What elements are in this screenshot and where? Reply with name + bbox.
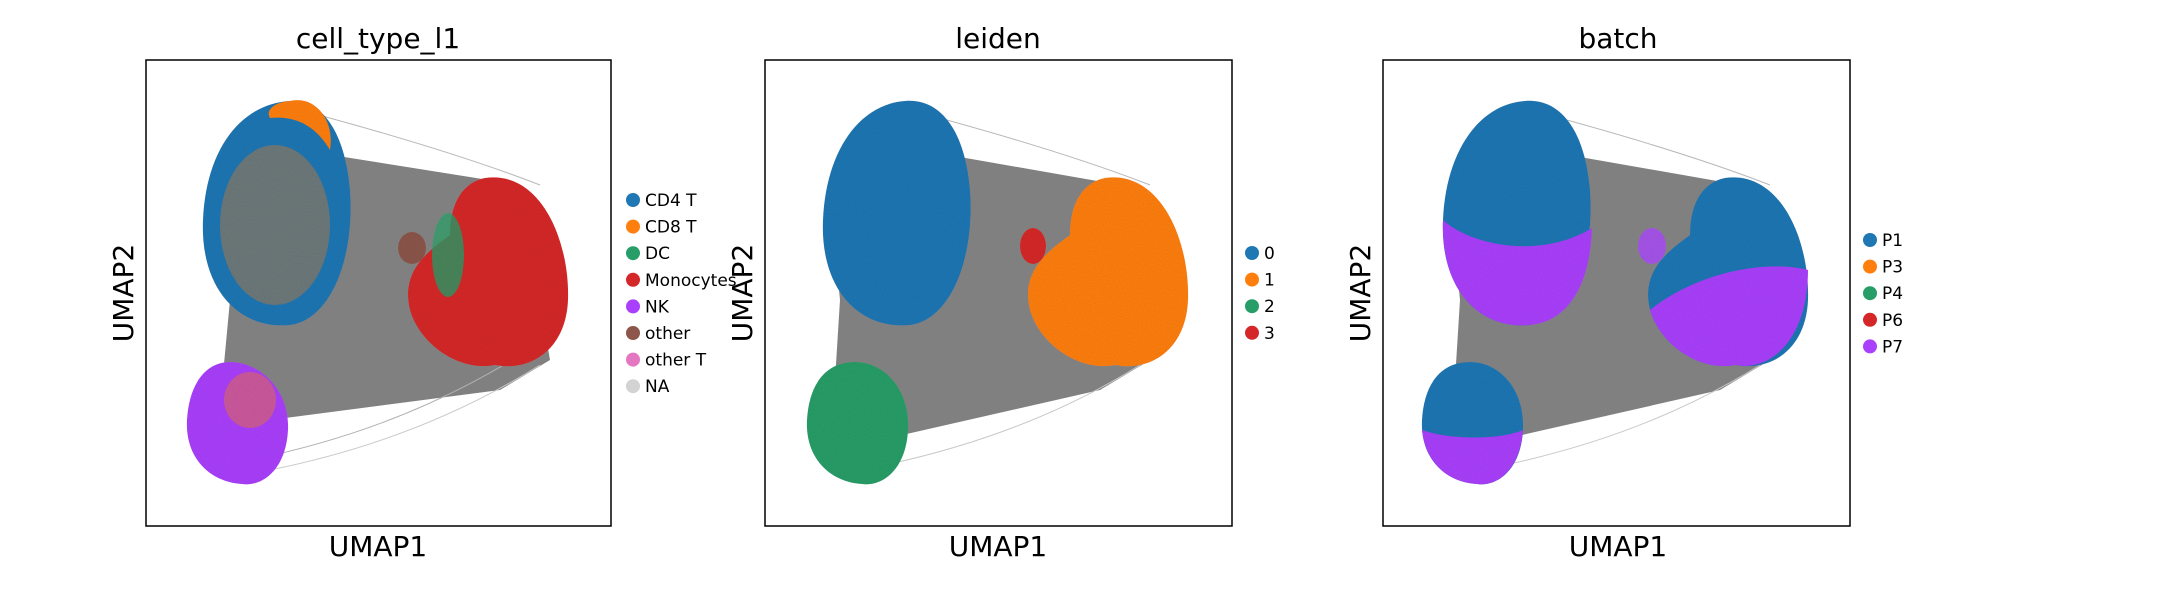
legend-label: Monocytes xyxy=(645,271,737,291)
cluster-p7-bottom xyxy=(1422,430,1523,485)
legend: 0 1 2 3 xyxy=(1245,244,1275,344)
axes-frame xyxy=(145,59,612,527)
legend-label: P4 xyxy=(1882,284,1903,304)
legend-marker xyxy=(626,352,640,367)
x-axis-label: UMAP1 xyxy=(329,530,428,563)
legend-marker xyxy=(1863,312,1877,327)
cluster-p7-right xyxy=(1650,266,1808,367)
legend-marker xyxy=(1245,272,1259,287)
legend-marker xyxy=(1863,259,1877,274)
legend-label: P3 xyxy=(1882,258,1903,278)
x-axis-label: UMAP1 xyxy=(1569,530,1668,563)
panel-leiden: leiden UMAP1 UMAP2 0 1 2 3 xyxy=(726,22,1275,563)
cluster-1 xyxy=(1028,177,1189,367)
legend: P1 P3 P4 P6 P7 xyxy=(1863,231,1903,357)
panel-batch: batch UMAP1 UMAP2 P1 P3 P4 P6 P7 xyxy=(1344,22,1903,563)
cluster-dc xyxy=(432,213,464,297)
legend-label: P6 xyxy=(1882,311,1903,331)
legend-label: CD4 T xyxy=(645,191,697,211)
legend-label: 0 xyxy=(1264,244,1275,264)
cluster-other xyxy=(398,232,426,264)
legend-marker xyxy=(1863,286,1877,301)
legend: CD4 T CD8 T DC Monocytes NK other other T NA xyxy=(626,191,737,397)
legend-marker xyxy=(626,272,640,287)
legend-marker xyxy=(1245,246,1259,260)
legend-label: NA xyxy=(645,377,670,397)
cluster-cd8t-mix xyxy=(220,145,330,305)
axes-frame xyxy=(1382,59,1851,527)
legend-label: NK xyxy=(645,297,670,317)
y-axis-label: UMAP2 xyxy=(1344,244,1377,343)
cluster-3 xyxy=(1020,228,1046,264)
legend-marker xyxy=(626,299,640,314)
legend-marker xyxy=(626,219,640,234)
legend-marker xyxy=(626,379,640,394)
cluster-2 xyxy=(806,362,909,485)
legend-label: P7 xyxy=(1882,337,1903,357)
legend-label: other T xyxy=(645,351,707,371)
legend-label: P1 xyxy=(1882,231,1903,251)
x-axis-label: UMAP1 xyxy=(949,530,1048,563)
panel-title: batch xyxy=(1578,22,1657,55)
legend-marker xyxy=(1863,233,1877,247)
legend-marker xyxy=(626,193,640,207)
panel-title: leiden xyxy=(955,22,1041,55)
legend-marker xyxy=(1863,339,1877,354)
scatter-area xyxy=(806,100,1189,485)
axes-frame xyxy=(764,59,1233,527)
scatter-area xyxy=(1421,100,1809,485)
legend-label: 3 xyxy=(1264,324,1275,344)
cluster-p7-small xyxy=(1638,228,1666,264)
legend-marker xyxy=(1245,299,1259,314)
legend-label: 1 xyxy=(1264,271,1275,291)
cluster-cd8t-top xyxy=(268,100,331,150)
legend-marker xyxy=(1245,325,1259,340)
legend-label: 2 xyxy=(1264,297,1275,317)
legend-marker xyxy=(626,326,640,340)
panel-cell-type: cell_type_l1 UMAP1 UMAP2 CD4 T xyxy=(107,22,737,563)
legend-label: other xyxy=(645,324,690,344)
panel-title: cell_type_l1 xyxy=(296,22,460,55)
legend-marker xyxy=(626,246,640,261)
cluster-0 xyxy=(822,100,971,326)
cluster-nk-mix xyxy=(224,372,276,428)
cluster-p7 xyxy=(1442,220,1592,326)
legend-label: DC xyxy=(645,244,670,264)
cluster-monocytes xyxy=(408,177,569,367)
y-axis-label: UMAP2 xyxy=(726,244,759,343)
scatter-area xyxy=(186,100,569,485)
y-axis-label: UMAP2 xyxy=(107,244,140,343)
legend-label: CD8 T xyxy=(645,218,697,238)
